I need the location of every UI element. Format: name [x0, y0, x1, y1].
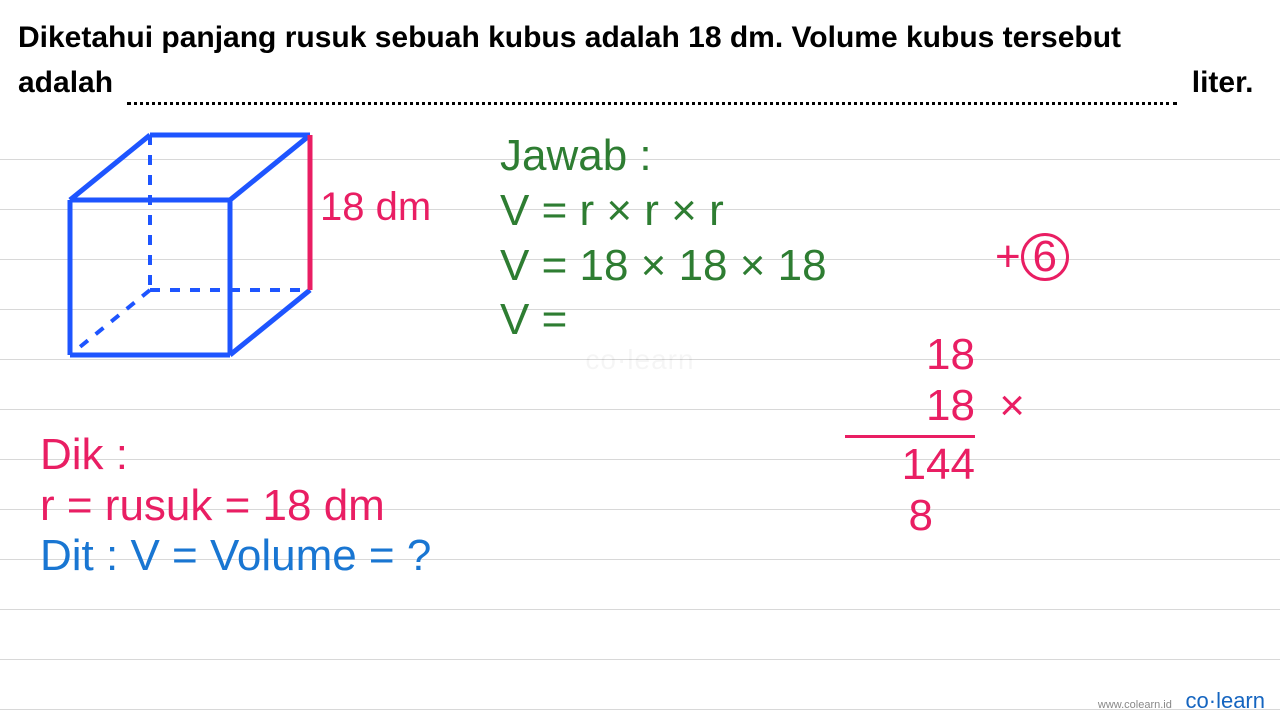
mult-operand-a: 18: [855, 330, 975, 381]
mult-operand-b: 18: [926, 381, 975, 430]
brand-part-a: co: [1186, 688, 1209, 713]
mult-partial-1: 144: [855, 440, 975, 491]
footer-brand: co·learn: [1186, 688, 1266, 713]
question-line1: Diketahui panjang rusuk sebuah kubus ada…: [18, 21, 1121, 54]
carry-digit: +6: [995, 232, 1069, 282]
brand-dot: ·: [1209, 688, 1216, 713]
question-line2-prefix: adalah: [18, 66, 113, 99]
jawab-result: V =: [500, 294, 827, 347]
jawab-formula: V = r × r × r: [500, 185, 827, 238]
carry-plus: +: [995, 232, 1021, 281]
mult-partial-2: 8: [855, 491, 975, 542]
dik-label: Dik :: [40, 430, 431, 481]
footer-url: www.colearn.id: [1098, 699, 1172, 711]
multiplication-working: 18 18 × 144 8: [855, 330, 975, 541]
jawab-substitution: V = 18 × 18 × 18: [500, 240, 827, 293]
carry-circled-digit: 6: [1021, 233, 1069, 281]
answer-blank: [127, 102, 1177, 105]
answer-working: Jawab : V = r × r × r V = 18 × 18 × 18 V…: [500, 130, 827, 349]
brand-part-b: learn: [1216, 688, 1265, 713]
jawab-title: Jawab :: [500, 130, 827, 183]
dik-value: r = rusuk = 18 dm: [40, 481, 431, 532]
question-text: Diketahui panjang rusuk sebuah kubus ada…: [18, 15, 1262, 105]
cube-diagram: [55, 120, 335, 370]
footer: www.colearn.id co·learn: [1098, 688, 1265, 714]
dit-value: Dit : V = Volume = ?: [40, 531, 431, 582]
question-line2-suffix: liter.: [1192, 66, 1254, 99]
mult-rule-line: [845, 435, 975, 438]
given-block: Dik : r = rusuk = 18 dm Dit : V = Volume…: [40, 430, 431, 582]
mult-operator: ×: [999, 381, 1025, 432]
mult-operand-b-row: 18 ×: [855, 381, 975, 432]
cube-edge-label: 18 dm: [320, 185, 431, 230]
